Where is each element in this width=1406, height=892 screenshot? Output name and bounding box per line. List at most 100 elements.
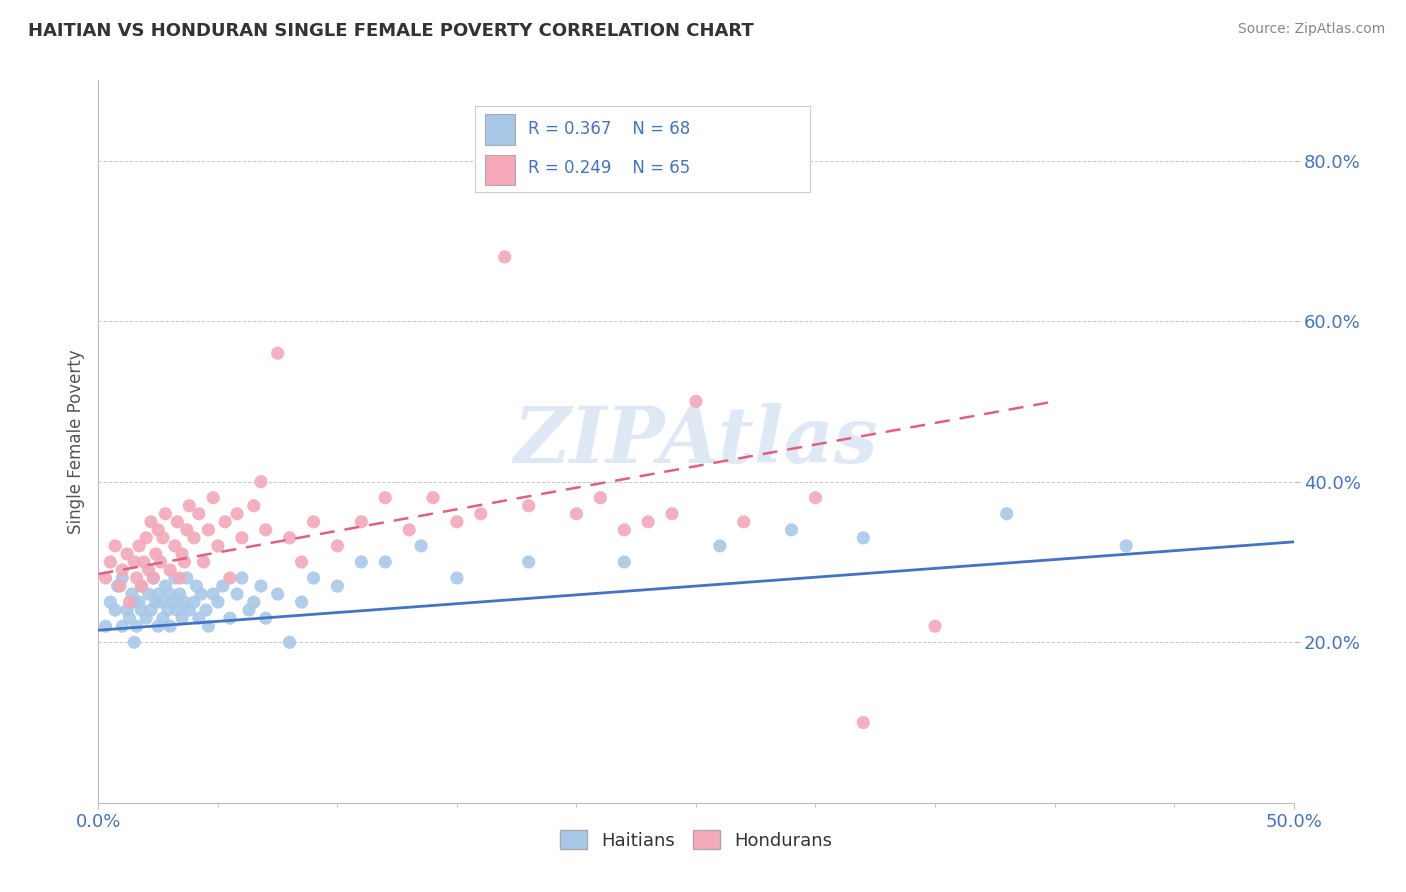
Point (183, 595, 205, 609)
Point (661, 507, 683, 521)
Point (214, 515, 236, 529)
Point (446, 515, 468, 529)
Point (852, 531, 875, 545)
Point (326, 539, 349, 553)
Point (135, 611, 157, 625)
Point (267, 587, 290, 601)
Point (128, 595, 150, 609)
Point (374, 491, 396, 505)
Point (278, 531, 301, 545)
Point (709, 539, 731, 553)
Point (124, 635, 146, 649)
Point (179, 499, 201, 513)
Point (183, 531, 205, 545)
Point (250, 579, 273, 593)
Point (142, 571, 165, 585)
Point (173, 555, 195, 569)
Point (108, 579, 131, 593)
Point (159, 587, 181, 601)
Point (148, 587, 170, 601)
Point (291, 595, 314, 609)
Point (98, 555, 122, 569)
Point (446, 571, 468, 585)
Point (190, 587, 212, 601)
Point (291, 555, 314, 569)
Point (156, 603, 179, 617)
Point (243, 499, 266, 513)
Point (145, 595, 167, 609)
Point (115, 603, 138, 617)
Point (685, 394, 707, 409)
Point (197, 523, 219, 537)
Point (254, 523, 277, 537)
Point (494, 250, 516, 264)
Point (780, 523, 803, 537)
Point (226, 507, 249, 521)
Point (179, 603, 201, 617)
Point (398, 523, 420, 537)
Point (115, 547, 138, 561)
Point (94, 571, 117, 585)
Point (142, 571, 165, 585)
Point (131, 579, 153, 593)
Point (107, 579, 129, 593)
Point (111, 571, 134, 585)
Point (172, 547, 194, 561)
Point (219, 571, 242, 585)
Point (132, 555, 155, 569)
Point (125, 571, 148, 585)
Point (350, 515, 373, 529)
Point (152, 531, 174, 545)
Point (149, 555, 172, 569)
Point (243, 595, 266, 609)
Point (104, 603, 127, 617)
Point (302, 515, 325, 529)
Point (231, 531, 253, 545)
Point (159, 563, 181, 577)
Point (589, 491, 612, 505)
Point (226, 587, 249, 601)
Point (128, 539, 150, 553)
Point (104, 539, 127, 553)
Point (135, 531, 157, 545)
Point (350, 555, 373, 569)
Point (613, 555, 636, 569)
Point (138, 563, 160, 577)
Point (111, 619, 134, 633)
Point (565, 507, 588, 521)
Point (169, 587, 191, 601)
Point (124, 555, 146, 569)
Point (411, 539, 433, 553)
Point (169, 571, 191, 585)
Point (131, 579, 153, 593)
Point (637, 515, 659, 529)
Point (187, 507, 209, 521)
Point (148, 523, 170, 537)
Point (145, 547, 167, 561)
Point (166, 603, 188, 617)
Point (517, 499, 540, 513)
Point (118, 595, 141, 609)
Point (155, 507, 177, 521)
Point (1115, 539, 1137, 553)
Point (138, 587, 160, 601)
Point (149, 595, 172, 609)
Point (231, 571, 253, 585)
Point (139, 515, 162, 529)
Point (186, 579, 208, 593)
Point (124, 595, 146, 609)
Text: Source: ZipAtlas.com: Source: ZipAtlas.com (1237, 22, 1385, 37)
Point (995, 507, 1018, 521)
Point (470, 507, 492, 521)
Point (94, 619, 117, 633)
Point (166, 515, 188, 529)
Point (139, 603, 162, 617)
Point (148, 619, 170, 633)
Point (924, 619, 946, 633)
Point (193, 555, 215, 569)
Point (163, 571, 186, 585)
Point (733, 515, 755, 529)
Point (121, 587, 143, 601)
Point (162, 595, 184, 609)
Point (155, 579, 177, 593)
